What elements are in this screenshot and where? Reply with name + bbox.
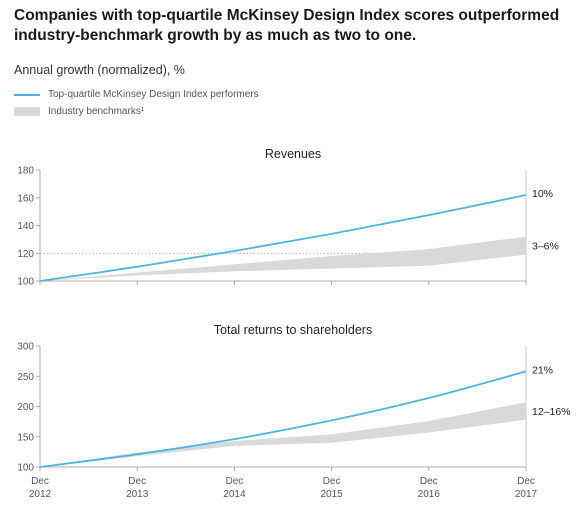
x-tick-label-top-1: Dec bbox=[128, 476, 146, 487]
benchmark-band-0 bbox=[40, 236, 526, 281]
band-end-label-1: 12–16% bbox=[532, 406, 571, 418]
performer-line-1 bbox=[39, 370, 527, 468]
x-tick-label-top-0: Dec bbox=[31, 476, 49, 487]
performer-line-0 bbox=[39, 194, 527, 282]
x-tick-label-top-4: Dec bbox=[420, 476, 438, 487]
legend-band-label: Industry benchmarks¹ bbox=[48, 106, 145, 117]
x-tick-label-top-5: Dec bbox=[517, 476, 535, 487]
x-tick-label-bottom-0: 2012 bbox=[29, 489, 52, 500]
y-tick-label-0-2: 140 bbox=[17, 221, 34, 232]
x-tick-label-bottom-1: 2013 bbox=[126, 489, 149, 500]
chart-title-line-2: industry-benchmark growth by as much as … bbox=[14, 27, 417, 44]
line-end-label-1: 21% bbox=[532, 364, 553, 376]
y-tick-label-0-3: 160 bbox=[17, 193, 34, 204]
legend-band-swatch bbox=[14, 107, 40, 116]
chart-title-line-1: Companies with top-quartile McKinsey Des… bbox=[14, 7, 560, 24]
unit-label: Annual growth (normalized), % bbox=[14, 63, 185, 77]
y-tick-label-1-2: 200 bbox=[17, 402, 34, 413]
chart-title: Companies with top-quartile McKinsey Des… bbox=[14, 6, 574, 46]
band-end-label-0: 3–6% bbox=[532, 241, 559, 253]
legend-item-line: Top-quartile McKinsey Design Index perfo… bbox=[14, 86, 259, 103]
x-tick-label-top-3: Dec bbox=[323, 476, 341, 487]
x-tick-label-top-2: Dec bbox=[226, 476, 244, 487]
y-tick-label-0-4: 180 bbox=[17, 166, 34, 177]
y-tick-label-0-0: 100 bbox=[17, 277, 34, 288]
x-tick-label-bottom-3: 2015 bbox=[320, 489, 343, 500]
legend-line-label: Top-quartile McKinsey Design Index perfo… bbox=[48, 89, 259, 100]
legend: Top-quartile McKinsey Design Index perfo… bbox=[14, 86, 259, 120]
y-tick-label-1-0: 100 bbox=[17, 463, 34, 474]
legend-item-band: Industry benchmarks¹ bbox=[14, 103, 259, 120]
panel-title-0: Revenues bbox=[265, 147, 321, 161]
x-tick-label-bottom-5: 2017 bbox=[515, 489, 538, 500]
x-tick-label-bottom-2: 2014 bbox=[223, 489, 246, 500]
y-tick-label-1-1: 150 bbox=[17, 432, 34, 443]
y-tick-label-1-4: 300 bbox=[17, 342, 34, 353]
y-tick-label-1-3: 250 bbox=[17, 372, 34, 383]
panel-title-1: Total returns to shareholders bbox=[214, 323, 372, 337]
line-end-label-0: 10% bbox=[532, 188, 553, 200]
x-tick-label-bottom-4: 2016 bbox=[418, 489, 441, 500]
y-tick-label-0-1: 120 bbox=[17, 249, 34, 260]
legend-line-swatch bbox=[14, 93, 40, 96]
